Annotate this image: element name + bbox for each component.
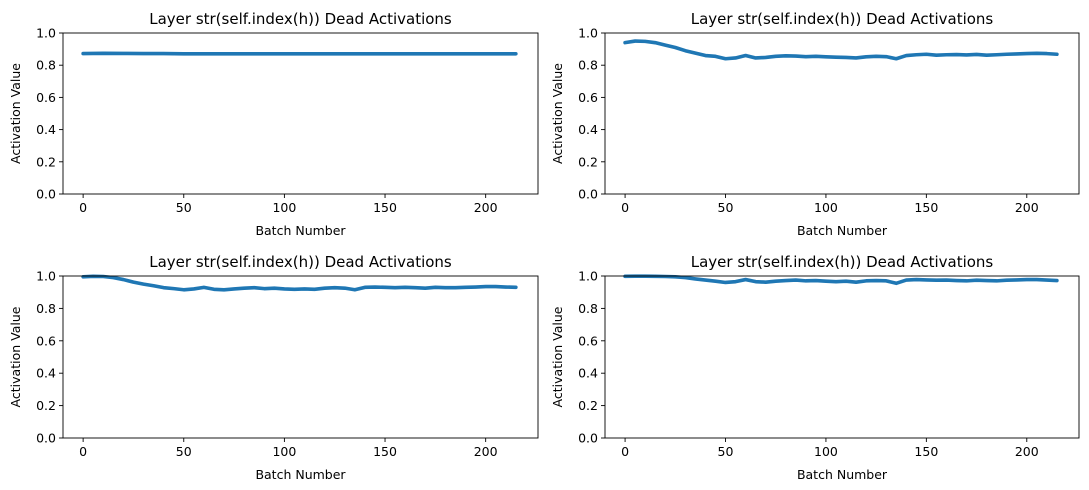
x-tick-label: 200 (1015, 444, 1039, 459)
y-tick-label: 0.0 (36, 431, 56, 446)
y-tick-label: 0.4 (578, 122, 598, 137)
y-tick-label: 0.0 (36, 187, 56, 202)
y-axis-label: Activation Value (8, 306, 23, 407)
x-axis-label: Batch Number (255, 467, 346, 482)
x-tick-label: 0 (79, 200, 87, 215)
x-tick-label: 150 (373, 200, 397, 215)
chart-panel-3: Layer str(self.index(h)) Dead Activation… (8, 253, 539, 482)
x-tick-label: 0 (621, 444, 629, 459)
chart-title: Layer str(self.index(h)) Dead Activation… (149, 253, 452, 271)
x-tick-label: 0 (79, 444, 87, 459)
y-tick-label: 0.0 (578, 431, 598, 446)
y-tick-label: 0.0 (578, 187, 598, 202)
x-tick-label: 50 (176, 200, 192, 215)
y-tick-label: 0.6 (578, 333, 598, 348)
x-axis-label: Batch Number (255, 223, 346, 238)
x-axis-label: Batch Number (797, 223, 888, 238)
x-tick-label: 150 (914, 200, 938, 215)
series-line (623, 274, 1059, 286)
x-tick-label: 150 (914, 444, 938, 459)
axes-frame (604, 275, 1080, 439)
y-tick-label: 0.8 (578, 58, 598, 73)
y-tick-label: 0.6 (36, 333, 56, 348)
y-tick-label: 0.4 (578, 366, 598, 381)
y-tick-label: 0.2 (578, 154, 598, 169)
y-axis-label: Activation Value (550, 306, 565, 407)
y-tick-label: 0.4 (36, 366, 56, 381)
y-tick-label: 1.0 (36, 26, 56, 41)
series-line (81, 274, 518, 292)
chart-panel-2: Layer str(self.index(h)) Dead Activation… (550, 10, 1080, 238)
y-tick-label: 1.0 (578, 269, 598, 284)
x-tick-label: 200 (474, 444, 498, 459)
y-tick-label: 0.6 (578, 90, 598, 105)
chart-title: Layer str(self.index(h)) Dead Activation… (149, 10, 452, 28)
axes-frame (62, 32, 539, 195)
x-tick-label: 0 (621, 200, 629, 215)
y-tick-label: 0.2 (36, 398, 56, 413)
chart-panel-1: Layer str(self.index(h)) Dead Activation… (8, 10, 539, 238)
y-tick-label: 0.8 (36, 58, 56, 73)
series-line (623, 39, 1059, 61)
x-tick-label: 200 (1015, 200, 1039, 215)
x-tick-label: 150 (373, 444, 397, 459)
y-tick-label: 0.2 (578, 398, 598, 413)
x-tick-label: 200 (474, 200, 498, 215)
x-tick-label: 50 (176, 444, 192, 459)
x-tick-label: 50 (718, 444, 734, 459)
x-tick-label: 100 (814, 200, 838, 215)
x-axis-label: Batch Number (797, 467, 888, 482)
y-tick-label: 1.0 (36, 269, 56, 284)
chart-title: Layer str(self.index(h)) Dead Activation… (691, 10, 994, 28)
x-tick-label: 100 (814, 444, 838, 459)
x-tick-label: 100 (272, 200, 296, 215)
chart-panel-4: Layer str(self.index(h)) Dead Activation… (550, 253, 1080, 482)
y-axis-label: Activation Value (8, 63, 23, 164)
y-axis-label: Activation Value (550, 63, 565, 164)
chart-title: Layer str(self.index(h)) Dead Activation… (691, 253, 994, 271)
y-tick-label: 0.8 (578, 301, 598, 316)
y-tick-label: 1.0 (578, 26, 598, 41)
x-tick-label: 100 (272, 444, 296, 459)
axes-frame (62, 275, 539, 439)
y-tick-label: 0.2 (36, 154, 56, 169)
y-tick-label: 0.6 (36, 90, 56, 105)
y-tick-label: 0.8 (36, 301, 56, 316)
axes-frame (604, 32, 1080, 195)
y-tick-label: 0.4 (36, 122, 56, 137)
x-tick-label: 50 (718, 200, 734, 215)
